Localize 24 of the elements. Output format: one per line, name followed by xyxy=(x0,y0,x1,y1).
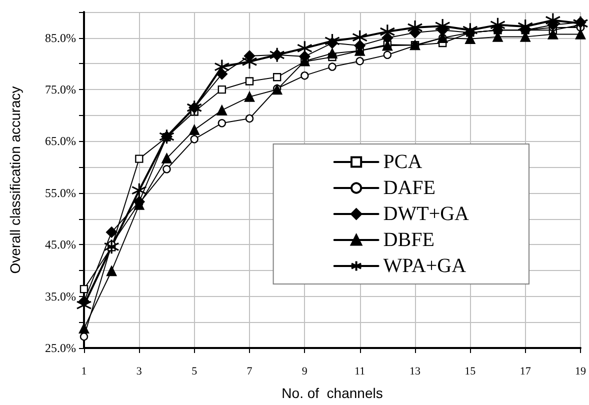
x-tick-label: 1 xyxy=(81,366,87,378)
y-tick-label: 45.0% xyxy=(45,238,76,252)
x-tick-label: 11 xyxy=(354,366,366,378)
y-tick-label: 85.0% xyxy=(45,30,76,45)
x-tick-label: 7 xyxy=(246,366,253,378)
x-tick-label: 19 xyxy=(575,366,586,378)
x-tick-label: 13 xyxy=(410,366,421,378)
y-tick-label: 55.0% xyxy=(45,186,76,200)
x-tick-label: 9 xyxy=(302,366,308,378)
legend-label: DAFE xyxy=(383,177,436,199)
legend-label: PCA xyxy=(383,151,423,173)
x-tick-label: 5 xyxy=(192,366,198,378)
y-tick-label: 35.0% xyxy=(45,289,76,304)
x-axis-title: No. of channels xyxy=(282,385,383,401)
y-tick-label: 65.0% xyxy=(45,134,76,148)
y-tick-label: 75.0% xyxy=(45,82,76,97)
x-tick-label: 3 xyxy=(136,366,142,378)
x-tick-label: 15 xyxy=(464,366,476,378)
y-tick-label: 25.0% xyxy=(45,341,76,355)
x-tick-label: 17 xyxy=(520,366,532,378)
legend-label: WPA+GA xyxy=(383,255,467,277)
y-axis-title: Overall classification accuracy xyxy=(7,86,23,274)
legend-label: DBFE xyxy=(383,229,434,251)
legend-label: DWT+GA xyxy=(383,203,470,225)
